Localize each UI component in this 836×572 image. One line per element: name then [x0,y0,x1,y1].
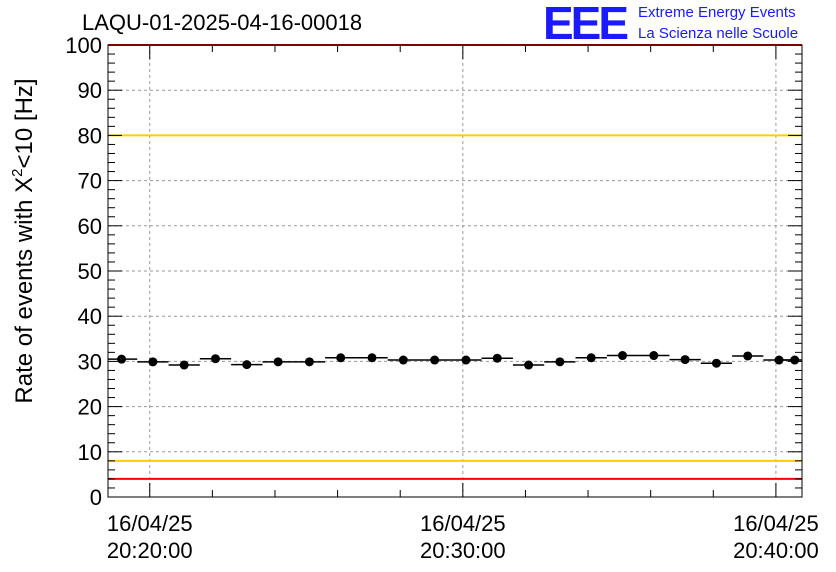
data-point [210,354,220,364]
y-tick-label: 90 [78,78,102,103]
data-point [304,357,314,367]
data-point [492,353,502,363]
y-tick-label: 40 [78,304,102,329]
data-point [586,353,596,363]
data-point [555,357,565,367]
x-tick-date: 16/04/25 [733,511,819,536]
data-point [430,355,440,365]
x-tick-time: 20:20:00 [107,538,193,563]
logo-line-1: Extreme Energy Events [638,4,796,21]
data-point [273,357,283,367]
data-point [461,355,471,365]
data-point [743,351,753,361]
eee-logo: EEE [543,0,629,49]
data-point [790,355,800,365]
data-point [336,353,346,363]
y-tick-label: 100 [65,33,102,58]
y-tick-label: 0 [90,485,102,510]
data-point [680,355,690,365]
y-tick-label: 60 [78,214,102,239]
data-point [117,354,127,364]
data-point [649,351,659,361]
y-tick-label: 70 [78,169,102,194]
x-tick-date: 16/04/25 [107,511,193,536]
data-point [617,351,627,361]
data-point [367,353,377,363]
plot-title: LAQU-01-2025-04-16-00018 [82,10,363,35]
x-tick-time: 20:30:00 [420,538,506,563]
data-point [179,360,189,370]
data-point [524,360,534,370]
logo-line-2: La Scienza nelle Scuole [638,25,799,42]
y-tick-label: 20 [78,395,102,420]
data-point [242,360,252,370]
y-tick-label: 80 [78,123,102,148]
y-tick-label: 30 [78,349,102,374]
y-tick-label: 10 [78,440,102,465]
y-axis-label: Rate of events with X2<10 [Hz] [9,78,38,403]
data-point [148,357,158,367]
x-tick-date: 16/04/25 [420,511,506,536]
y-tick-label: 50 [78,259,102,284]
x-tick-time: 20:40:00 [733,538,819,563]
data-point [711,358,721,368]
data-point [398,355,408,365]
